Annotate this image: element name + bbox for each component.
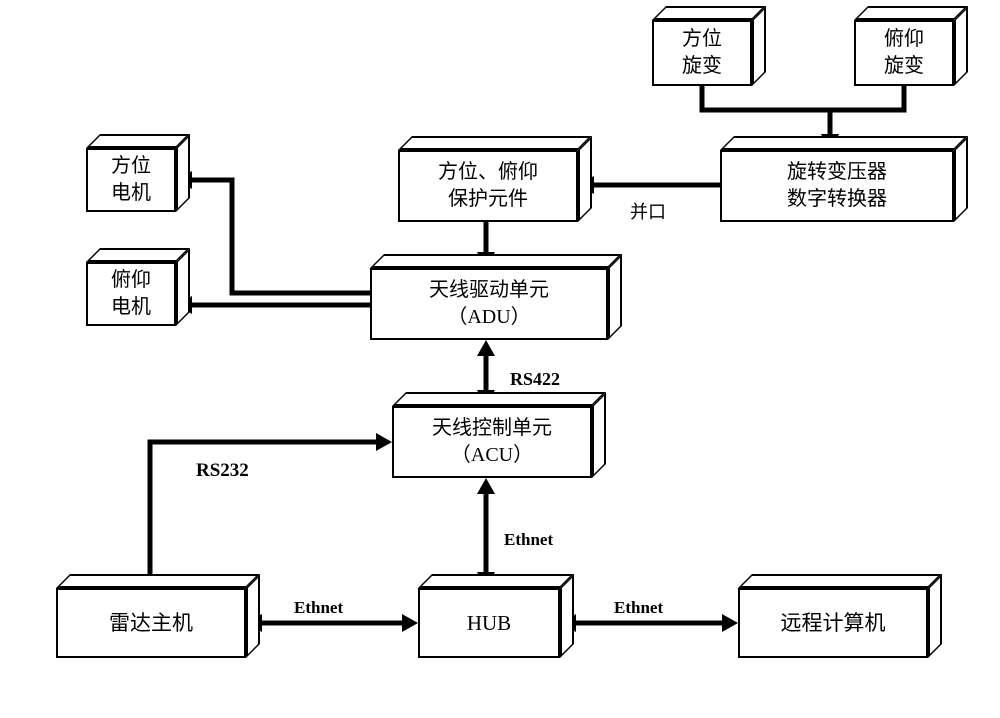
box-rdc: 旋转变压器 数字转换器 xyxy=(720,136,968,222)
box-label-azimuth_resolver: 方位 旋变 xyxy=(652,20,752,86)
box-label-elevation_motor: 俯仰 电机 xyxy=(86,262,176,326)
edge-label-4: Ethnet xyxy=(294,598,343,618)
edge-label-2: RS232 xyxy=(196,460,249,482)
box-azimuth_resolver: 方位 旋变 xyxy=(652,6,766,86)
box-adu: 天线驱动单元 （ADU） xyxy=(370,254,622,340)
box-protect: 方位、俯仰 保护元件 xyxy=(398,136,592,222)
box-label-hub: HUB xyxy=(418,588,560,658)
box-acu: 天线控制单元 （ACU） xyxy=(392,392,606,478)
box-azimuth_motor: 方位 电机 xyxy=(86,134,190,212)
box-label-elevation_resolver: 俯仰 旋变 xyxy=(854,20,954,86)
box-hub: HUB xyxy=(418,574,574,658)
edge-label-5: Ethnet xyxy=(614,598,663,618)
edge-label-1: RS422 xyxy=(510,369,560,390)
box-elevation_resolver: 俯仰 旋变 xyxy=(854,6,968,86)
edge-label-3: Ethnet xyxy=(504,530,553,550)
box-elevation_motor: 俯仰 电机 xyxy=(86,248,190,326)
edge-label-0: 并口 xyxy=(630,198,666,224)
box-radar_host: 雷达主机 xyxy=(56,574,260,658)
box-label-rdc: 旋转变压器 数字转换器 xyxy=(720,150,954,222)
box-remote_pc: 远程计算机 xyxy=(738,574,942,658)
box-label-protect: 方位、俯仰 保护元件 xyxy=(398,150,578,222)
box-label-remote_pc: 远程计算机 xyxy=(738,588,928,658)
box-label-azimuth_motor: 方位 电机 xyxy=(86,148,176,212)
box-label-radar_host: 雷达主机 xyxy=(56,588,246,658)
diagram-stage: 方位 旋变 俯仰 旋变旋转变压器 数字转换器 方位、俯仰 保护元件 方位 电机俯仰 电… xyxy=(0,0,1000,718)
box-label-adu: 天线驱动单元 （ADU） xyxy=(370,268,608,340)
box-label-acu: 天线控制单元 （ACU） xyxy=(392,406,592,478)
